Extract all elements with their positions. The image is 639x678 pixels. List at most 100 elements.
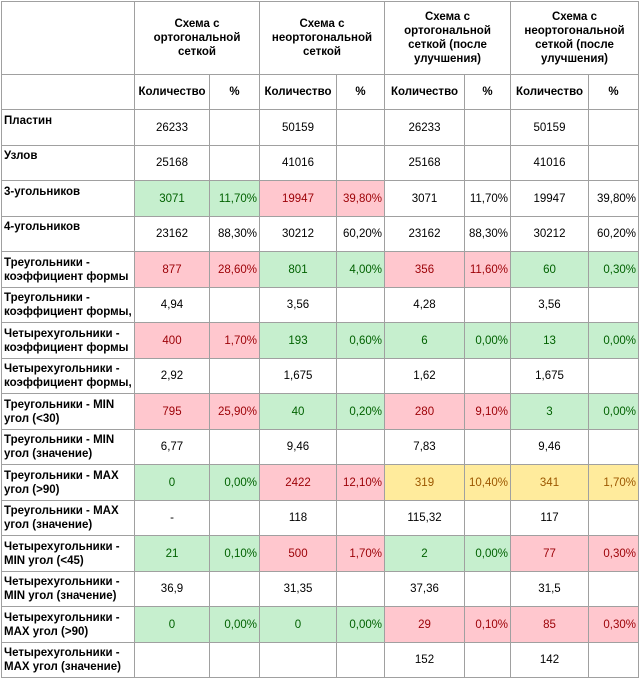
count-cell: 7,83 [384, 429, 465, 465]
percent-cell [588, 571, 639, 607]
count-cell: 4,94 [134, 287, 210, 323]
count-cell: 23162 [134, 216, 210, 252]
percent-cell [209, 429, 260, 465]
count-cell: 118 [259, 500, 337, 536]
pct-header: % [588, 74, 639, 110]
percent-cell: 0,00% [464, 535, 511, 572]
count-cell [134, 642, 210, 678]
table-row: Узлов 25168 41016 25168 41016 [1, 145, 639, 181]
row-label: Треугольники - MAX угол (>90) [1, 464, 135, 501]
count-cell: 30212 [510, 216, 589, 252]
count-cell: 2422 [259, 464, 337, 501]
count-cell: 280 [384, 393, 465, 430]
count-cell: 1,62 [384, 358, 465, 394]
count-cell: 1,675 [259, 358, 337, 394]
pct-header: % [209, 74, 260, 110]
count-cell: 4,28 [384, 287, 465, 323]
percent-cell: 10,40% [464, 464, 511, 501]
count-cell: 319 [384, 464, 465, 501]
percent-cell [588, 642, 639, 678]
corner-cell [1, 74, 135, 110]
count-cell [259, 642, 337, 678]
percent-cell [588, 429, 639, 465]
count-cell: 9,46 [259, 429, 337, 465]
percent-cell: 11,60% [464, 251, 511, 288]
count-cell: 0 [134, 464, 210, 501]
count-cell: 23162 [384, 216, 465, 252]
percent-cell: 0,30% [588, 251, 639, 288]
count-cell: 3071 [134, 180, 210, 217]
table-row: Четырехугольники - MAX угол (>90) 0 0,00% 0… [1, 606, 639, 643]
percent-cell: 9,10% [464, 393, 511, 430]
count-cell: 41016 [510, 145, 589, 181]
row-label: 4-угольников [1, 216, 135, 252]
col-group-header: Схема с ортогональной сеткой [134, 1, 260, 75]
count-cell: 77 [510, 535, 589, 572]
row-label-text: Треугольники - коэффициент формы, [4, 292, 132, 318]
percent-cell: 88,30% [464, 216, 511, 252]
table-row: Четырехугольники - MIN угол (<45) 21 0,10%… [1, 535, 639, 572]
count-cell: 341 [510, 464, 589, 501]
pct-header: % [336, 74, 385, 110]
col-group-header: Схема с неортогональной сеткой [259, 1, 385, 75]
count-cell: 30212 [259, 216, 337, 252]
header-row-metrics: Количество % Количество % Количество % К… [1, 74, 639, 110]
row-label-text: Треугольники - MIN угол (значение) [4, 434, 115, 460]
percent-cell [464, 500, 511, 536]
percent-cell: 0,30% [588, 535, 639, 572]
row-label: Треугольники - MIN угол (значение) [1, 429, 135, 465]
count-cell: 795 [134, 393, 210, 430]
header-row-groups: Схема с ортогональной сеткой Схема с нео… [1, 1, 639, 75]
count-cell: 41016 [259, 145, 337, 181]
percent-cell: 11,70% [209, 180, 260, 217]
col-group-header: Схема с неортогональной сеткой (после ул… [510, 1, 639, 75]
percent-cell [209, 145, 260, 181]
count-cell: 13 [510, 322, 589, 359]
percent-cell: 0,10% [209, 535, 260, 572]
count-cell: 85 [510, 606, 589, 643]
table-row: Треугольники - коэффициент формы, 4,94 3,5… [1, 287, 639, 323]
count-cell: 19947 [259, 180, 337, 217]
row-label-text: 3-угольников [4, 185, 81, 198]
table-row: Треугольники - MIN угол (значение) 6,77 9,… [1, 429, 639, 465]
percent-cell [464, 429, 511, 465]
percent-cell [209, 358, 260, 394]
percent-cell: 11,70% [464, 180, 511, 217]
count-cell: 50159 [510, 109, 589, 146]
row-label-text: Треугольники - MIN угол (<30) [4, 398, 115, 425]
count-cell: 29 [384, 606, 465, 643]
pct-header: % [464, 74, 511, 110]
table-row: Треугольники - MAX угол (значение) - 118 11… [1, 500, 639, 536]
row-label-text: Четырехугольники - коэффициент формы [4, 327, 129, 354]
percent-cell: 0,20% [336, 393, 385, 430]
row-label-text: Треугольники - MAX угол (значение) [4, 505, 119, 531]
qty-header: Количество [134, 74, 210, 110]
count-cell: 25168 [134, 145, 210, 181]
percent-cell [588, 358, 639, 394]
col-group-header: Схема с ортогональной сеткой (после улуч… [384, 1, 511, 75]
count-cell: 117 [510, 500, 589, 536]
percent-cell [336, 429, 385, 465]
percent-cell [464, 145, 511, 181]
row-label: Пластин [1, 109, 135, 146]
count-cell: 25168 [384, 145, 465, 181]
row-label-text: 4-угольников [4, 221, 81, 233]
table-row: Треугольники - MIN угол (<30) 795 25,90% 40… [1, 393, 639, 430]
table-row: Четырехугольники - MAX угол (значение) 15… [1, 642, 639, 678]
row-label: 3-угольников [1, 180, 135, 217]
count-cell: 6,77 [134, 429, 210, 465]
table-row: 3-угольников 3071 11,70% 19947 39,80% 3071 11,… [1, 180, 639, 217]
row-label-text: Треугольники - MAX угол (>90) [4, 469, 119, 496]
percent-cell: 1,70% [336, 535, 385, 572]
percent-cell [209, 109, 260, 146]
count-cell: 31,35 [259, 571, 337, 607]
count-cell: 26233 [384, 109, 465, 146]
count-cell: 152 [384, 642, 465, 678]
count-cell: 9,46 [510, 429, 589, 465]
count-cell: 142 [510, 642, 589, 678]
row-label-text: Треугольники - коэффициент формы [4, 256, 129, 283]
percent-cell [588, 145, 639, 181]
percent-cell: 25,90% [209, 393, 260, 430]
percent-cell: 0,10% [464, 606, 511, 643]
